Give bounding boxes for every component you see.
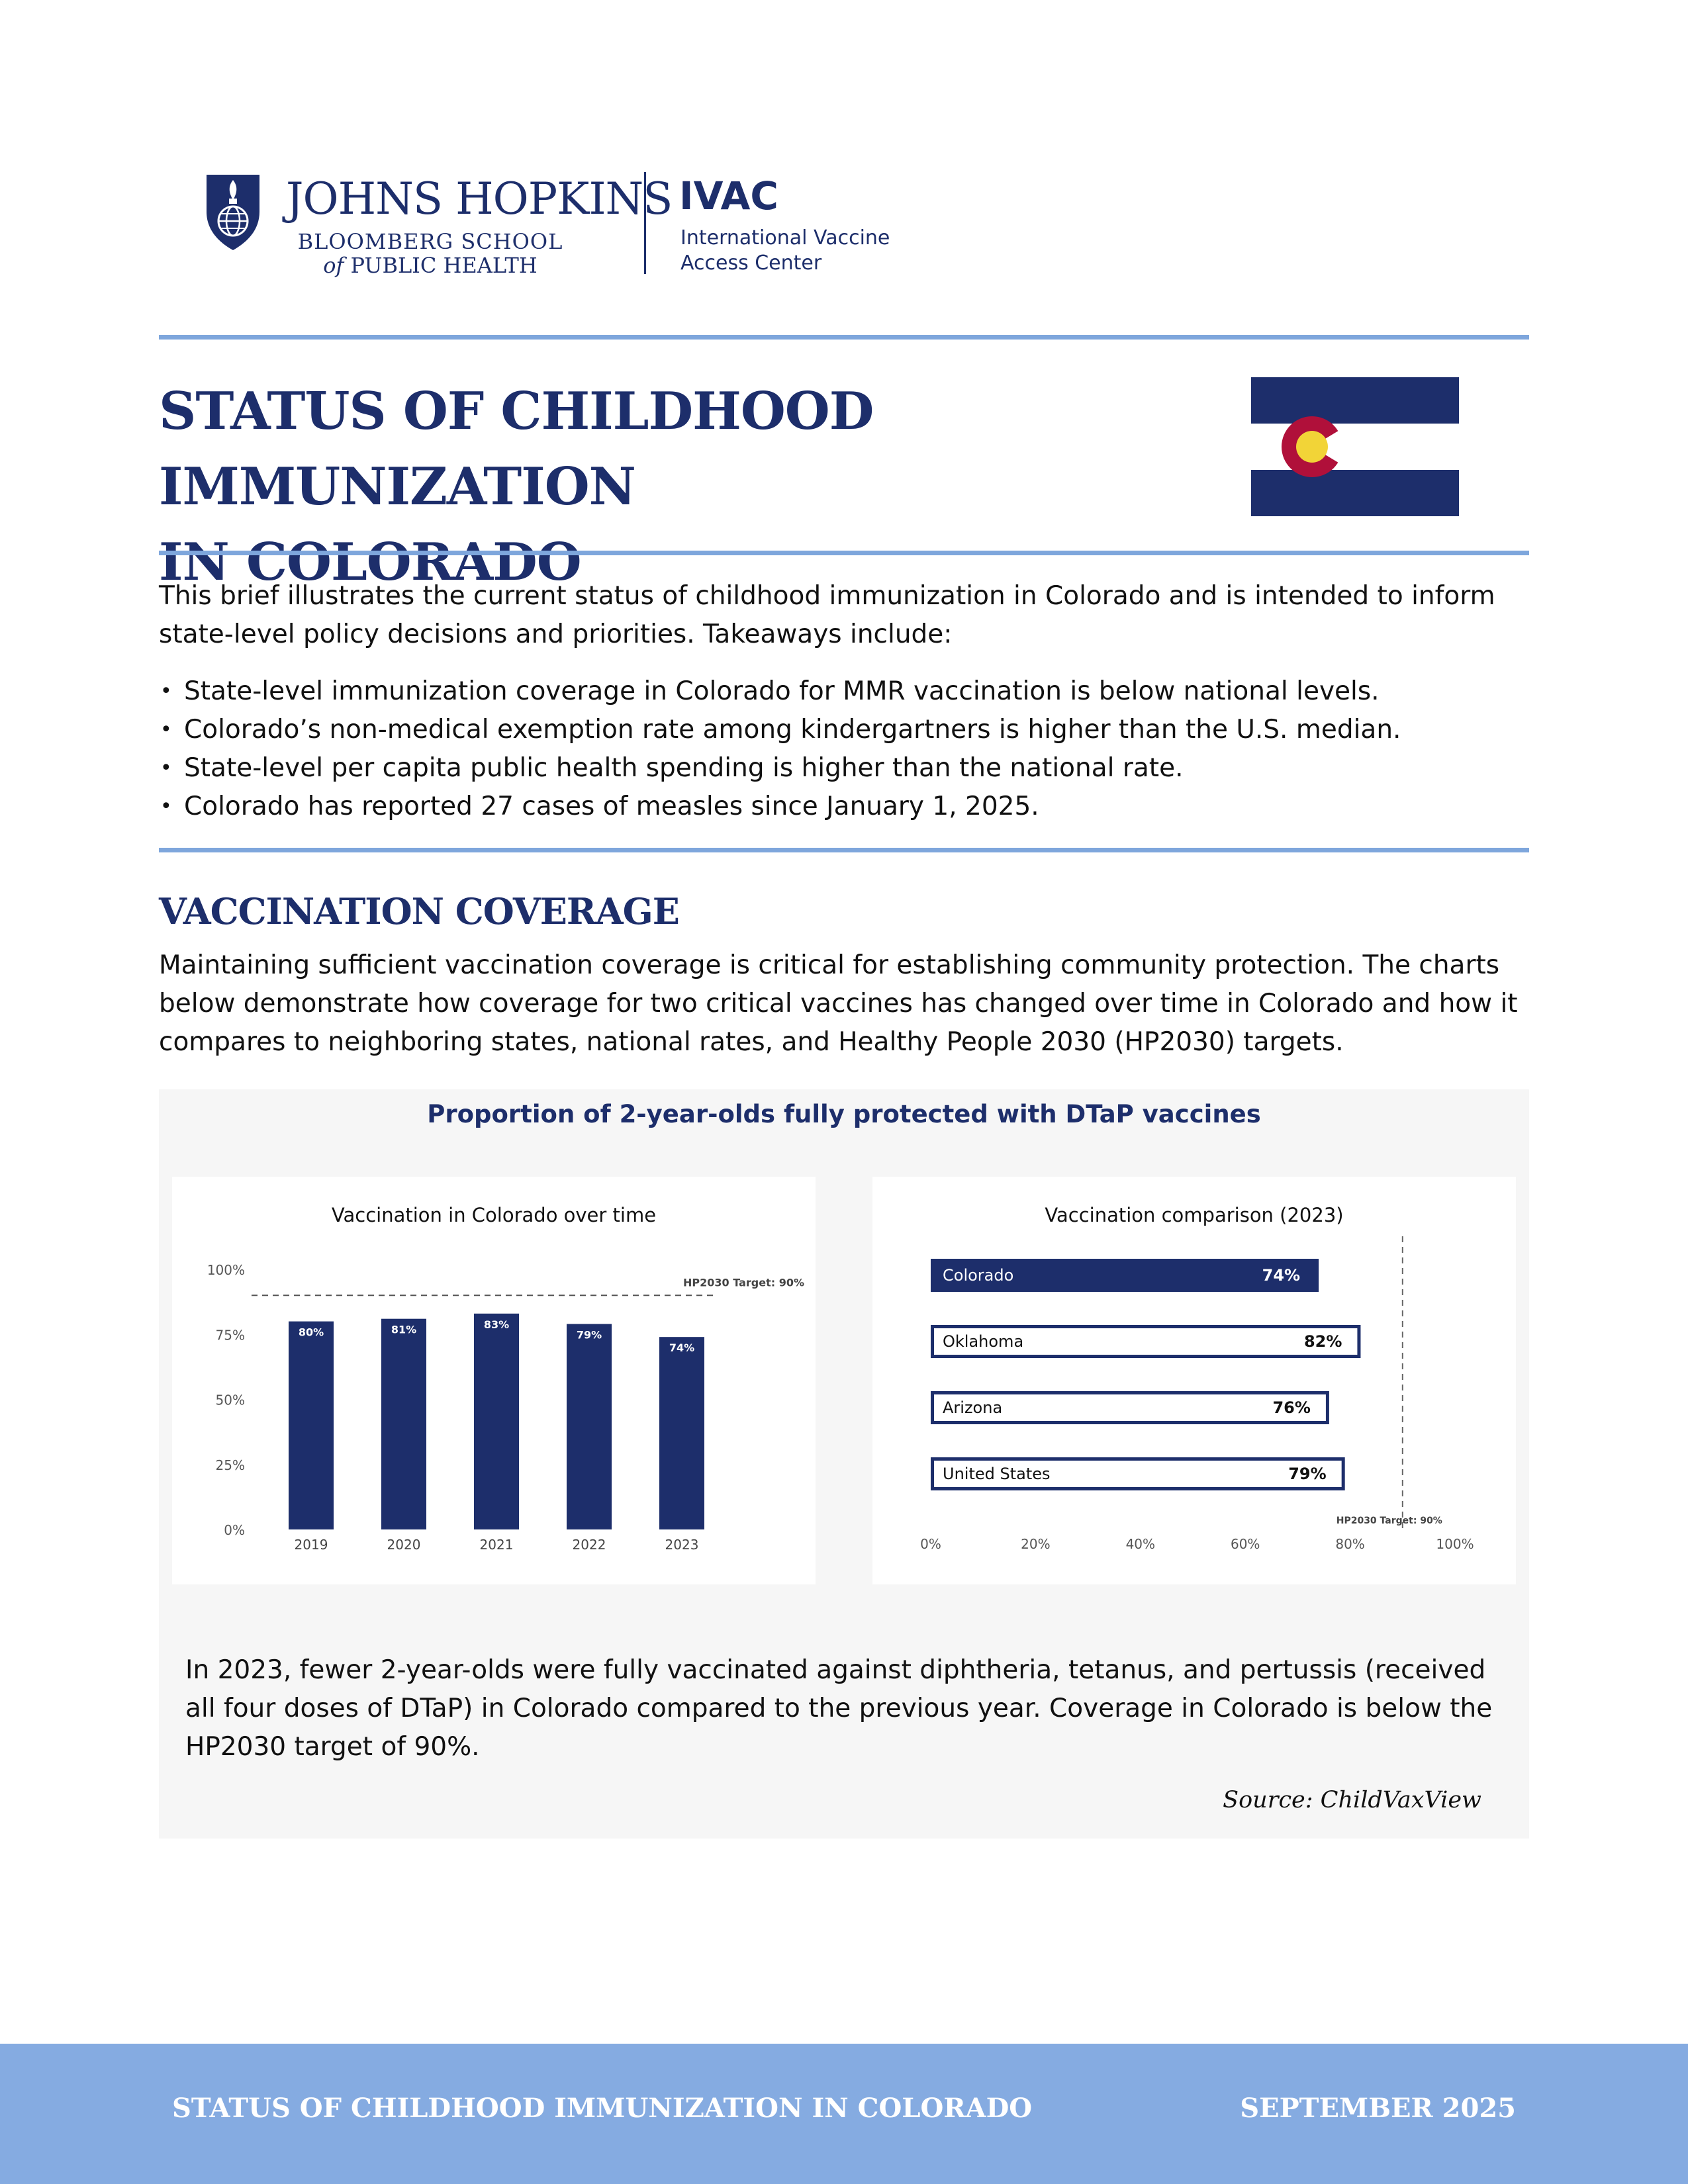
bar-category-label: Colorado [943, 1266, 1013, 1285]
bar [567, 1324, 612, 1529]
bar [381, 1318, 426, 1529]
page-title-line-1: STATUS OF CHILDHOOD IMMUNIZATION [159, 381, 874, 517]
target-label: HP2030 Target: 90% [683, 1276, 804, 1289]
page-title: STATUS OF CHILDHOOD IMMUNIZATION IN COLO… [159, 374, 1258, 600]
bar-value-label: 79% [577, 1329, 602, 1342]
bar-value-label: 76% [1272, 1398, 1310, 1417]
x-tick-label: 60% [1231, 1536, 1260, 1552]
intro-paragraph: This brief illustrates the current statu… [159, 581, 1495, 649]
bar [474, 1313, 519, 1529]
bar-value-label: 74% [669, 1342, 694, 1354]
bar [931, 1391, 1329, 1424]
bar-value-label: 82% [1304, 1332, 1342, 1351]
jh-sub-rest: PUBLIC HEALTH [350, 253, 538, 278]
takeaways-list: State-level immunization coverage in Col… [159, 672, 1536, 826]
bar-value-label: 80% [299, 1326, 324, 1339]
bar [931, 1325, 1361, 1358]
section-paragraph: Maintaining sufficient vaccination cover… [159, 950, 1518, 1057]
takeaway-item: State-level per capita public health spe… [159, 749, 1536, 788]
y-tick-label: 50% [216, 1392, 245, 1408]
x-tick-label: 20% [1021, 1536, 1050, 1552]
bar [931, 1457, 1345, 1490]
section-title: VACCINATION COVERAGE [159, 890, 680, 933]
logo-divider [644, 172, 646, 274]
bar-category-label: United States [943, 1465, 1051, 1483]
x-tick-label: 2023 [665, 1537, 699, 1553]
footer-band [0, 2044, 1688, 2184]
jh-subtitle-2: of PUBLIC HEALTH [285, 253, 576, 278]
bar-value-label: 74% [1262, 1266, 1300, 1285]
x-tick-label: 0% [920, 1536, 941, 1552]
colorado-flag-icon [1251, 377, 1459, 516]
takeaway-item: Colorado’s non-medical exemption rate am… [159, 711, 1536, 749]
jh-name: JOHNS HOPKINS [286, 173, 673, 224]
bar-chart-over-time: Vaccination in Colorado over time 0% 25% 50… [207, 1204, 804, 1553]
target-label: HP2030 Target: 90% [1336, 1516, 1442, 1526]
bar-category-label: Oklahoma [943, 1332, 1023, 1351]
panel-title: Proportion of 2-year-olds fully protecte… [427, 1100, 1261, 1128]
chart-card-comparison: Vaccination comparison (2023) Colorado 74%… [872, 1177, 1516, 1584]
chart-title: Vaccination comparison (2023) [1045, 1204, 1343, 1226]
divider-rule [159, 335, 1529, 340]
x-tick-label: 2021 [480, 1537, 514, 1553]
ivac-title: IVAC [679, 173, 778, 218]
chart-title: Vaccination in Colorado over time [332, 1204, 656, 1226]
source-note: Source: ChildVaxView [1223, 1787, 1481, 1813]
bar-value-label: 81% [391, 1324, 416, 1336]
y-tick-label: 75% [216, 1327, 245, 1343]
bar [659, 1337, 704, 1529]
chart-caption: In 2023, fewer 2-year-olds were fully va… [185, 1655, 1493, 1762]
ivac-subtitle-2: Access Center [680, 251, 822, 275]
university-shield-icon [207, 175, 259, 250]
takeaway-item: State-level immunization coverage in Col… [159, 672, 1536, 711]
x-tick-label: 2019 [295, 1537, 328, 1553]
y-tick-label: 100% [207, 1262, 245, 1278]
jh-sub-of: of [323, 253, 344, 278]
divider-rule [159, 848, 1529, 852]
bar-category-label: Arizona [943, 1398, 1002, 1417]
page-title-line-2: IN COLORADO [159, 532, 582, 592]
bar-value-label: 83% [484, 1318, 509, 1331]
divider-rule [159, 551, 1529, 555]
footer-title: STATUS OF CHILDHOOD IMMUNIZATION IN COLO… [172, 2093, 1033, 2124]
ivac-subtitle-1: International Vaccine [680, 226, 890, 250]
x-tick-label: 2020 [387, 1537, 421, 1553]
bar-value-label: 79% [1288, 1465, 1326, 1483]
footer-date: SEPTEMBER 2025 [1240, 2093, 1516, 2124]
y-tick-label: 0% [224, 1522, 245, 1538]
takeaway-item: Colorado has reported 27 cases of measle… [159, 788, 1536, 826]
bar [931, 1259, 1319, 1292]
x-tick-label: 80% [1335, 1536, 1364, 1552]
x-tick-label: 40% [1126, 1536, 1155, 1552]
x-tick-label: 2022 [573, 1537, 606, 1553]
bar-chart-comparison: Vaccination comparison (2023) Colorado 74%… [920, 1204, 1474, 1552]
y-tick-label: 25% [216, 1457, 245, 1473]
x-tick-label: 100% [1436, 1536, 1474, 1552]
jh-subtitle: BLOOMBERG SCHOOL [297, 229, 563, 254]
chart-card-time: Vaccination in Colorado over time 0% 25% 50… [172, 1177, 816, 1584]
bar [289, 1321, 334, 1529]
